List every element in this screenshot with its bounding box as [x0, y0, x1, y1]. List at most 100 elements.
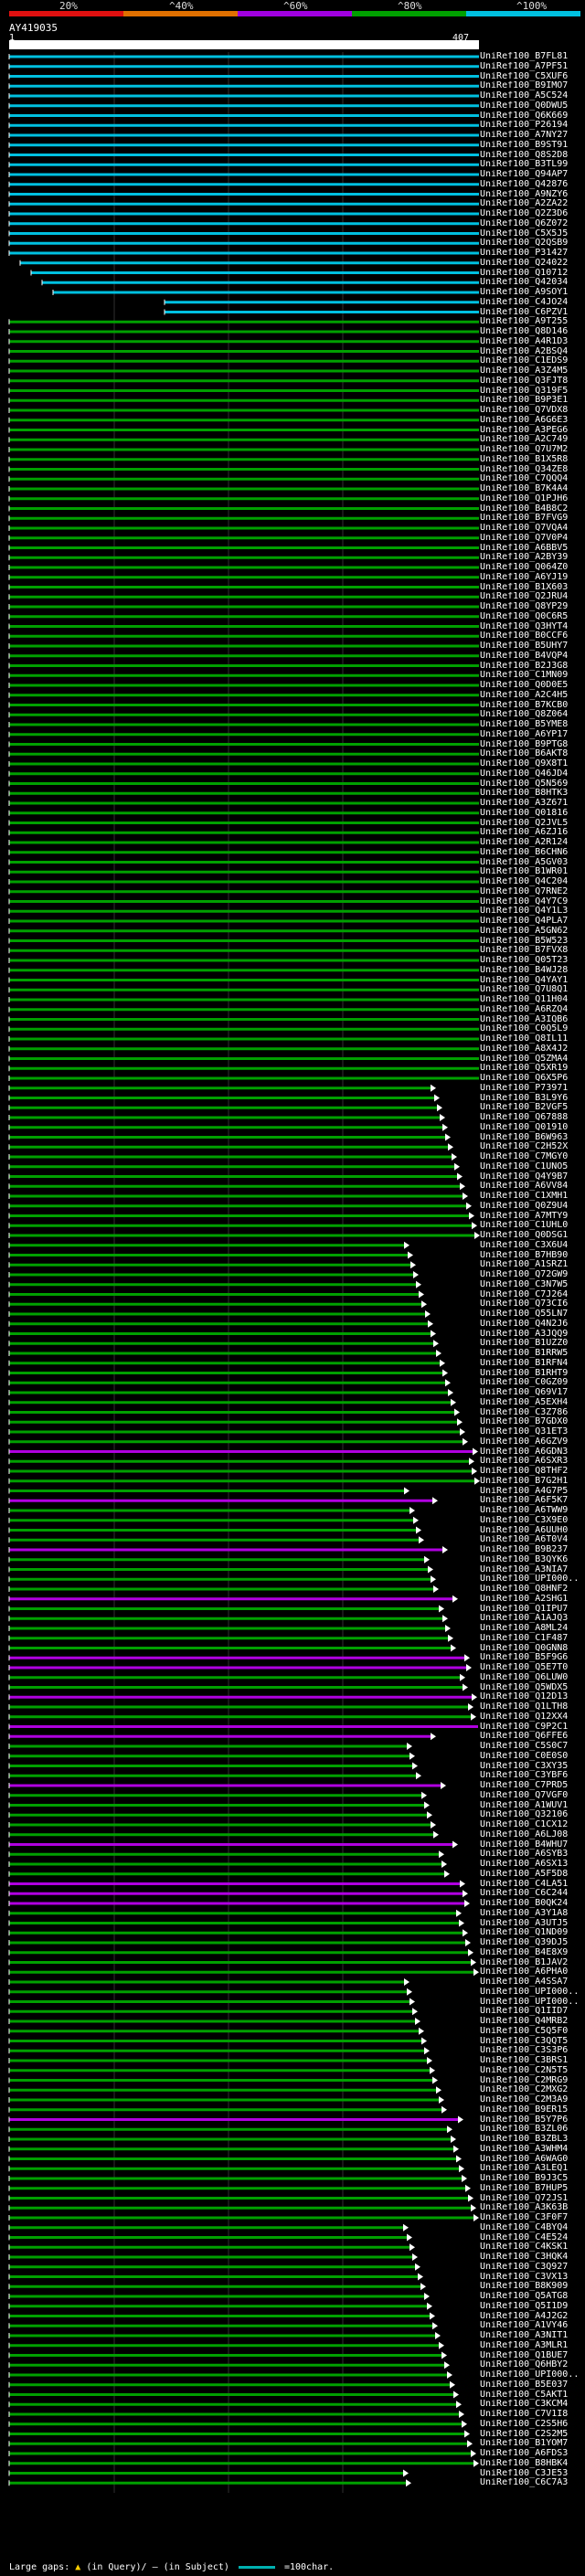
hit-label[interactable]: UniRef100_A6ZJ16	[480, 828, 569, 838]
hit-label[interactable]: UniRef100_Q24022	[480, 258, 569, 268]
hit-label[interactable]: UniRef100_B8HBK4	[480, 2458, 569, 2468]
hit-label[interactable]: UniRef100_Q8D146	[480, 327, 569, 336]
hit-label[interactable]: UniRef100_C3YBF6	[480, 1771, 569, 1781]
hit-label[interactable]: UniRef100_Q2Z3D6	[480, 209, 569, 218]
hit-label[interactable]: UniRef100_C2S2M5	[480, 2429, 569, 2439]
hit-label[interactable]: UniRef100_Q5E7T0	[480, 1663, 569, 1672]
hit-label[interactable]: UniRef100_B0QK24	[480, 1899, 569, 1908]
hit-label[interactable]: UniRef100_Q12D13	[480, 1692, 569, 1702]
hit-label[interactable]: UniRef100_A9SOY1	[480, 288, 569, 297]
hit-label[interactable]: UniRef100_A6F5K7	[480, 1496, 569, 1506]
hit-label[interactable]: UniRef100_Q2JRU4	[480, 592, 569, 602]
hit-label[interactable]: UniRef100_C4BYQ4	[480, 2222, 569, 2232]
hit-label[interactable]: UniRef100_C7QQQ4	[480, 474, 569, 484]
hit-label[interactable]: UniRef100_A6GZV9	[480, 1436, 569, 1447]
hit-label[interactable]: UniRef100_Q8IL11	[480, 1034, 569, 1044]
hit-label[interactable]: UniRef100_C0Q5L9	[480, 1024, 569, 1034]
hit-label[interactable]: UniRef100_Q7V0P4	[480, 533, 569, 543]
hit-label[interactable]: UniRef100_C3KCM4	[480, 2400, 569, 2410]
hit-label[interactable]: UniRef100_Q1IID7	[480, 2007, 569, 2017]
hit-label[interactable]: UniRef100_C7V1I8	[480, 2410, 569, 2419]
hit-label[interactable]: UniRef100_Q73CI6	[480, 1299, 569, 1309]
hit-label[interactable]: UniRef100_B1X603	[480, 582, 569, 592]
hit-label[interactable]: UniRef100_Q4YAY1	[480, 975, 569, 985]
hit-label[interactable]: UniRef100_C5S0C7	[480, 1742, 569, 1751]
hit-label[interactable]: UniRef100_C3S3P6	[480, 2046, 569, 2056]
hit-label[interactable]: UniRef100_Q8Z064	[480, 710, 569, 720]
hit-label[interactable]: UniRef100_Q1ND09	[480, 1928, 569, 1938]
hit-label[interactable]: UniRef100_Q6K669	[480, 111, 569, 121]
hit-label[interactable]: UniRef100_A7PF51	[480, 61, 569, 71]
hit-label[interactable]: UniRef100_C1UNO5	[480, 1161, 569, 1171]
hit-label[interactable]: UniRef100_Q67888	[480, 1113, 569, 1122]
hit-label[interactable]: UniRef100_C0E0S0	[480, 1751, 569, 1761]
hit-label[interactable]: UniRef100_B1X5R8	[480, 454, 569, 464]
hit-label[interactable]: UniRef100_C2N5T5	[480, 2065, 569, 2075]
hit-label[interactable]: UniRef100_A2BSQ4	[480, 346, 569, 356]
hit-label[interactable]: UniRef100_B7FVG9	[480, 514, 569, 524]
hit-label[interactable]: UniRef100_B7K4A4	[480, 484, 569, 493]
hit-label[interactable]: UniRef100_A5C524	[480, 91, 569, 101]
hit-label[interactable]: UniRef100_Q8S2D8	[480, 150, 569, 160]
hit-label[interactable]: UniRef100_B1WR01	[480, 867, 569, 877]
hit-label[interactable]: UniRef100_C2H52X	[480, 1142, 569, 1152]
hit-label[interactable]: UniRef100_A6YJ19	[480, 572, 569, 582]
hit-label[interactable]: UniRef100_Q1IPU7	[480, 1604, 569, 1614]
hit-label[interactable]: UniRef100_Q2JVL5	[480, 818, 569, 828]
hit-label[interactable]: UniRef100_Q9X8T1	[480, 759, 569, 769]
hit-label[interactable]: UniRef100_C3X9E0	[480, 1515, 569, 1525]
hit-label[interactable]: UniRef100_Q69V17	[480, 1388, 569, 1397]
hit-label[interactable]: UniRef100_C1EDS9	[480, 356, 569, 366]
hit-label[interactable]: UniRef100_Q12XX4	[480, 1712, 569, 1722]
hit-label[interactable]: UniRef100_Q42034	[480, 278, 569, 288]
hit-label[interactable]: UniRef100_C4KSK1	[480, 2242, 569, 2253]
hit-label[interactable]: UniRef100_C2M3A9	[480, 2095, 569, 2104]
hit-label[interactable]: UniRef100_A6PHA0	[480, 1967, 569, 1977]
hit-label[interactable]: UniRef100_Q4N2J6	[480, 1319, 569, 1329]
hit-label[interactable]: UniRef100_A3NIT1	[480, 2331, 569, 2340]
hit-label[interactable]: UniRef100_Q3HYT4	[480, 621, 569, 631]
hit-label[interactable]: UniRef100_B6AKT8	[480, 749, 569, 759]
hit-label[interactable]: UniRef100_Q0DWU5	[480, 101, 569, 111]
hit-label[interactable]: UniRef100_Q4PLA7	[480, 917, 569, 926]
hit-label[interactable]: UniRef100_B4VQP4	[480, 651, 569, 661]
hit-label[interactable]: UniRef100_Q39DJ5	[480, 1938, 569, 1947]
hit-label[interactable]: UniRef100_B8K909	[480, 2282, 569, 2292]
hit-label[interactable]: UniRef100_C1XMH1	[480, 1192, 569, 1201]
hit-label[interactable]: UniRef100_A2BY39	[480, 553, 569, 563]
hit-label[interactable]: UniRef100_B4WHU7	[480, 1839, 569, 1850]
hit-label[interactable]: UniRef100_C7J264	[480, 1289, 569, 1299]
hit-label[interactable]: UniRef100_A8ML24	[480, 1624, 569, 1633]
hit-label[interactable]: UniRef100_C0GZ09	[480, 1378, 569, 1388]
hit-label[interactable]: UniRef100_UPI000..	[480, 1574, 580, 1585]
hit-label[interactable]: UniRef100_B9J3C5	[480, 2174, 569, 2183]
hit-label[interactable]: UniRef100_A6G6E3	[480, 415, 569, 425]
hit-label[interactable]: UniRef100_Q1LTH8	[480, 1702, 569, 1712]
hit-label[interactable]: UniRef100_UPI000..	[480, 2370, 580, 2380]
hit-label[interactable]: UniRef100_A7MTY9	[480, 1211, 569, 1221]
hit-label[interactable]: UniRef100_A2C749	[480, 435, 569, 445]
hit-label[interactable]: UniRef100_B3ZL06	[480, 2125, 569, 2135]
hit-label[interactable]: UniRef100_A2R124	[480, 838, 569, 847]
hit-label[interactable]: UniRef100_A6SX13	[480, 1860, 569, 1869]
hit-label[interactable]: UniRef100_B9B237	[480, 1545, 569, 1554]
hit-label[interactable]: UniRef100_B5Y7P6	[480, 2115, 569, 2125]
hit-label[interactable]: UniRef100_C5AKT1	[480, 2390, 569, 2400]
hit-label[interactable]: UniRef100_B5E037	[480, 2380, 569, 2390]
hit-label[interactable]: UniRef100_A6T0V4	[480, 1535, 569, 1545]
hit-label[interactable]: UniRef100_A3IQB6	[480, 1014, 569, 1024]
hit-label[interactable]: UniRef100_Q94AP7	[480, 170, 569, 179]
hit-label[interactable]: UniRef100_A6SXR3	[480, 1457, 569, 1467]
hit-label[interactable]: UniRef100_B7G2H1	[480, 1476, 569, 1486]
hit-label[interactable]: UniRef100_A6FDS3	[480, 2449, 569, 2458]
hit-label[interactable]: UniRef100_Q0D0E5	[480, 681, 569, 690]
hit-label[interactable]: UniRef100_Q1BUE7	[480, 2350, 569, 2360]
hit-label[interactable]: UniRef100_Q31ET3	[480, 1427, 569, 1436]
hit-label[interactable]: UniRef100_A4R1D3	[480, 336, 569, 346]
hit-label[interactable]: UniRef100_Q5ATG8	[480, 2292, 569, 2301]
hit-label[interactable]: UniRef100_B3QYK6	[480, 1554, 569, 1564]
hit-label[interactable]: UniRef100_B9ER15	[480, 2104, 569, 2115]
hit-label[interactable]: UniRef100_Q46JD4	[480, 769, 569, 779]
hit-label[interactable]: UniRef100_A3LEQ1	[480, 2164, 569, 2174]
hit-label[interactable]: UniRef100_Q01910	[480, 1122, 569, 1132]
